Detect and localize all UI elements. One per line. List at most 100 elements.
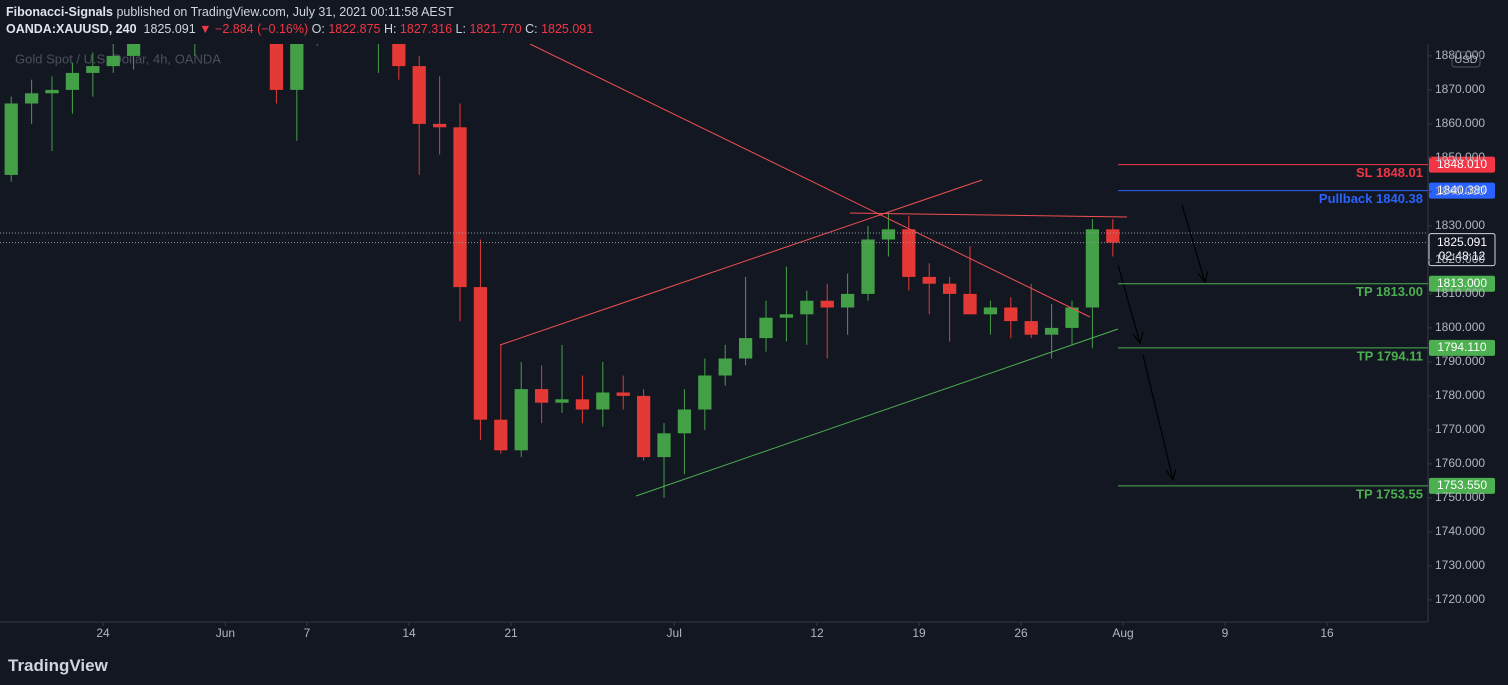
candle-body (290, 44, 304, 90)
brand: TradingView (8, 656, 108, 675)
candle-body (86, 66, 100, 73)
candle-body (677, 409, 692, 434)
y-tick-label: 1840.000 (1435, 184, 1485, 198)
last-price-label: 1825.091 (1437, 235, 1487, 249)
y-tick-label: 1820.000 (1435, 252, 1485, 266)
currency: USD (1454, 54, 1477, 66)
candle-body (1085, 229, 1100, 308)
candle-body (718, 358, 732, 376)
candle-body (412, 66, 426, 124)
y-tick-label: 1740.000 (1435, 524, 1485, 538)
candle-body (596, 392, 610, 410)
header-line-2: OANDA:XAUUSD, 240 1825.091 ▼ −2.884 (−0.… (6, 21, 593, 38)
x-tick-label: 9 (1222, 626, 1229, 640)
x-tick-label: 26 (1014, 626, 1028, 640)
x-tick-label: 24 (96, 626, 110, 640)
candle-body (616, 392, 630, 396)
candle-body (881, 229, 896, 240)
candle-body (1024, 321, 1038, 335)
level-axis-label: 1840.380 (1437, 183, 1487, 197)
level-label: TP 1794.11 (1357, 348, 1423, 363)
candle-body (657, 433, 671, 458)
candle-body (4, 103, 18, 175)
trendline (635, 328, 1119, 497)
level-axis-label: 1848.010 (1437, 157, 1487, 171)
level-axis-box (1429, 156, 1495, 173)
candle-body (147, 5, 160, 22)
candle-body (922, 276, 936, 284)
candle-body (473, 287, 488, 420)
level-axis-box (1429, 477, 1495, 494)
candle-body (514, 389, 528, 451)
y-tick-label: 1870.000 (1435, 82, 1485, 96)
ohlc: O: 1822.875 H: 1827.316 L: 1821.770 C: 1… (312, 22, 594, 36)
change: ▼ −2.884 (−0.16%) (199, 22, 309, 36)
x-tick-label: Aug (1112, 626, 1133, 640)
level-label: Pullback 1840.38 (1319, 191, 1423, 206)
y-tick-label: 1730.000 (1435, 558, 1485, 572)
candle-body (45, 89, 59, 94)
trendline (499, 179, 983, 346)
y-tick-label: 1860.000 (1435, 116, 1485, 130)
y-tick-label: 1750.000 (1435, 490, 1485, 504)
candle-body (779, 314, 794, 318)
ohlc-label: O: (311, 22, 325, 36)
candle-body (983, 307, 998, 315)
levels: SL 1848.01 1848.010 Pullback 1840.38 1840.3… (0, 156, 1496, 501)
chart: Gold Spot / U.S. Dollar, 4h, OANDA SL 18… (0, 0, 1496, 640)
x-tick-label: 14 (402, 626, 416, 640)
candle-body (759, 317, 773, 339)
level-axis-box (1429, 275, 1495, 292)
candle-body (942, 283, 957, 294)
candle-body (331, 0, 344, 12)
footer-logo: TradingView (8, 656, 108, 676)
y-tick-label: 1850.000 (1435, 150, 1485, 164)
candle-body (738, 338, 753, 359)
candle-body (820, 300, 834, 308)
candle-body (65, 72, 80, 90)
x-tick-label: 12 (810, 626, 824, 640)
ohlc-value: 1825.091 (541, 22, 594, 36)
candle-body (963, 293, 977, 315)
level-label: SL 1848.01 (1356, 165, 1423, 180)
candle-body (24, 93, 39, 104)
candle-body (351, 12, 364, 29)
level-axis-label: 1794.110 (1437, 340, 1486, 354)
candle-body (432, 123, 447, 128)
ohlc-value: 1827.316 (399, 22, 453, 36)
trendline (529, 44, 1091, 318)
candle-body (534, 389, 549, 403)
y-tick-label: 1760.000 (1435, 456, 1485, 470)
arrow (1142, 354, 1177, 482)
y-tick-label: 1800.000 (1435, 320, 1485, 334)
level-axis-label: 1813.000 (1437, 276, 1487, 290)
x-tick-label: 16 (1320, 626, 1334, 640)
last-price-box (1428, 233, 1496, 267)
candle-body (106, 55, 120, 67)
ohlc-value: 1822.875 (328, 22, 381, 36)
candle-body (168, 0, 181, 5)
countdown: 02:48:12 (1439, 249, 1486, 263)
x-tick-label: 19 (912, 626, 926, 640)
y-tick-label: 1780.000 (1435, 388, 1485, 402)
drawings (0, 44, 1428, 497)
plot-area (0, 44, 1428, 622)
candle-body (453, 127, 467, 288)
candle-body (1065, 307, 1079, 328)
ohlc-label: C: (525, 22, 538, 36)
y-tick-label: 1790.000 (1435, 354, 1485, 368)
candle-body (902, 229, 916, 277)
publisher: Fibonacci-Signals (6, 5, 113, 19)
candle-body (311, 0, 324, 22)
candle-body (555, 399, 569, 403)
candle-body (269, 44, 284, 90)
y-tick-label: 1720.000 (1435, 592, 1485, 606)
arrows (1117, 204, 1209, 482)
candle-body (494, 419, 508, 451)
x-tick-label: Jul (667, 626, 682, 640)
level-axis-box (1429, 182, 1495, 199)
candle-body (1106, 229, 1120, 243)
x-tick-label: 7 (304, 626, 311, 640)
ohlc-label: L: (455, 22, 466, 36)
candle-body (698, 375, 712, 410)
